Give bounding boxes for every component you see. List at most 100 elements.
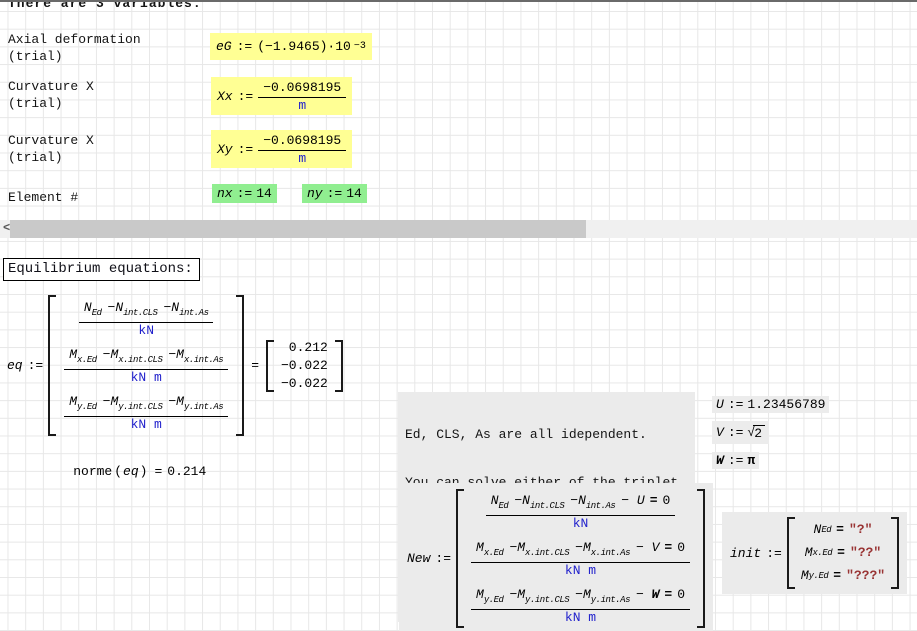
nx-definition[interactable]: nx:= 14 (212, 184, 277, 203)
matrix-bracket-right (891, 517, 900, 589)
unit-kn-m: kN m (564, 563, 597, 578)
assign-operator: := (435, 551, 452, 566)
equals-operator: = (251, 358, 259, 373)
eq-row-2: Mx.Ed −Mx.int.CLS −Mx.int.As kN m (64, 346, 229, 385)
xx-fraction: −0.0698195 m (258, 79, 347, 113)
var-init: init (730, 545, 762, 561)
assign-operator: := (237, 141, 254, 157)
new-row-1: NEd −Nint.CLS −Nint.As − U = 0 kN (485, 492, 676, 531)
norme-evaluation[interactable]: norme (eq) = 0.214 (73, 464, 207, 479)
var-w: W (716, 453, 724, 468)
v-radicand: 2 (753, 424, 766, 441)
var-nx: nx (217, 186, 233, 201)
unit-kn-m: kN m (564, 610, 597, 625)
label-curvature-x-trial: (trial) (8, 96, 63, 111)
assign-operator: := (727, 453, 744, 468)
xx-definition[interactable]: Xx:= −0.0698195 m (211, 77, 353, 115)
bold-equals: = (664, 587, 673, 602)
matrix-bracket-left (786, 517, 795, 589)
assign-operator: := (727, 425, 744, 440)
assign-operator: := (27, 358, 44, 373)
u-definition[interactable]: U:= 1.23456789 (712, 396, 830, 413)
init-string-1: "?" (848, 522, 873, 537)
var-v: V (716, 425, 724, 440)
result-bracket-left (266, 339, 274, 392)
v-definition[interactable]: V:= √ 2 (712, 421, 770, 444)
unit-m: m (298, 98, 307, 113)
eg-definition[interactable]: eG := (−1.9465)·10 −3 (210, 33, 372, 60)
norme-function: norme (73, 464, 113, 479)
eq-result-2: −0.022 (281, 358, 328, 373)
eq-row-1: NEd −Nint.CLS −Nint.As kN (78, 299, 214, 338)
unit-kn: kN (138, 323, 154, 338)
bold-equals: = (833, 568, 842, 583)
equals-operator: = (154, 464, 163, 479)
assign-operator: := (727, 397, 744, 412)
norme-value: 0.214 (167, 464, 207, 479)
scrollbar-thumb[interactable] (10, 220, 586, 238)
var-xy: Xy (217, 141, 233, 157)
bold-equals: = (836, 522, 844, 537)
label-axial-trial: (trial) (8, 49, 63, 64)
horizontal-scrollbar[interactable]: < (0, 220, 917, 238)
matrix-bracket-left (456, 489, 465, 628)
pi-symbol: π (747, 453, 756, 468)
unit-kn-m: kN m (130, 417, 162, 432)
u-value: 1.23456789 (747, 397, 826, 412)
xy-definition[interactable]: Xy:= −0.0698195 m (211, 130, 353, 168)
eq-result-3: −0.022 (281, 376, 328, 391)
var-eq: eq (7, 358, 23, 373)
assign-operator: := (236, 186, 253, 201)
eq-result-vector: 0.212 −0.022 −0.022 (274, 336, 335, 395)
init-string-3: "???" (846, 568, 886, 583)
matrix-bracket-right (697, 489, 706, 628)
init-row-1: N Ed = "?" (814, 519, 873, 541)
assign-operator: := (766, 545, 782, 561)
var-u: U (716, 397, 724, 412)
new-row-3: My.Ed −My.int.CLS −My.int.As − W = 0 kN m (471, 586, 691, 625)
assign-operator: := (237, 88, 254, 104)
label-element-number: Element # (8, 190, 79, 205)
matrix-bracket-right (236, 295, 245, 436)
matrix-bracket-left (48, 295, 57, 436)
unit-kn-m: kN m (130, 370, 162, 385)
xy-fraction: −0.0698195 m (258, 132, 347, 166)
xy-numerator: −0.0698195 (263, 133, 342, 148)
eg-exponent: −3 (353, 41, 366, 52)
ny-definition[interactable]: ny:= 14 (302, 184, 367, 203)
label-axial-deformation: Axial deformation (8, 32, 141, 47)
nx-value: 14 (256, 186, 272, 201)
page-break-line (0, 0, 917, 2)
label-curvature-x2: Curvature X (8, 133, 94, 148)
eq-result-1: 0.212 (288, 340, 328, 355)
var-eg: eG (216, 39, 232, 54)
new-definition[interactable]: New := NEd −Nint.CLS −Nint.As − U = 0 kN Mx.Ed… (399, 483, 714, 631)
unit-kn: kN (572, 516, 589, 531)
unit-m: m (298, 151, 307, 166)
eq-row-3: My.Ed −My.int.CLS −My.int.As kN m (64, 393, 229, 432)
w-definition[interactable]: W:= π (712, 452, 760, 469)
section-title-equilibrium: Equilibrium equations: (3, 258, 200, 281)
var-xx: Xx (217, 88, 233, 104)
init-string-2: "??" (849, 545, 882, 560)
bold-equals: = (664, 540, 673, 555)
sqrt-radical-icon: √ (747, 425, 756, 440)
xx-numerator: −0.0698195 (263, 80, 342, 95)
ny-value: 14 (346, 186, 362, 201)
assign-operator: := (236, 39, 253, 54)
bold-equals: = (649, 493, 658, 508)
note-line-1: Ed, CLS, As are all idependent. (405, 427, 647, 442)
new-row-2: Mx.Ed −Mx.int.CLS −Mx.int.As − V = 0 kN m (471, 539, 691, 578)
scroll-left-arrow-icon[interactable]: < (3, 221, 11, 235)
top-title: There are 3 variables: (8, 0, 202, 11)
eq-definition[interactable]: eq := NEd −Nint.CLS −Nint.As kN Mx.Ed −Mx.in… (7, 295, 343, 436)
eg-value: (−1.9465)·10 (257, 39, 351, 54)
bold-equals: = (837, 545, 845, 560)
var-new: New (407, 551, 431, 566)
var-ny: ny (307, 186, 323, 201)
assign-operator: := (326, 186, 343, 201)
